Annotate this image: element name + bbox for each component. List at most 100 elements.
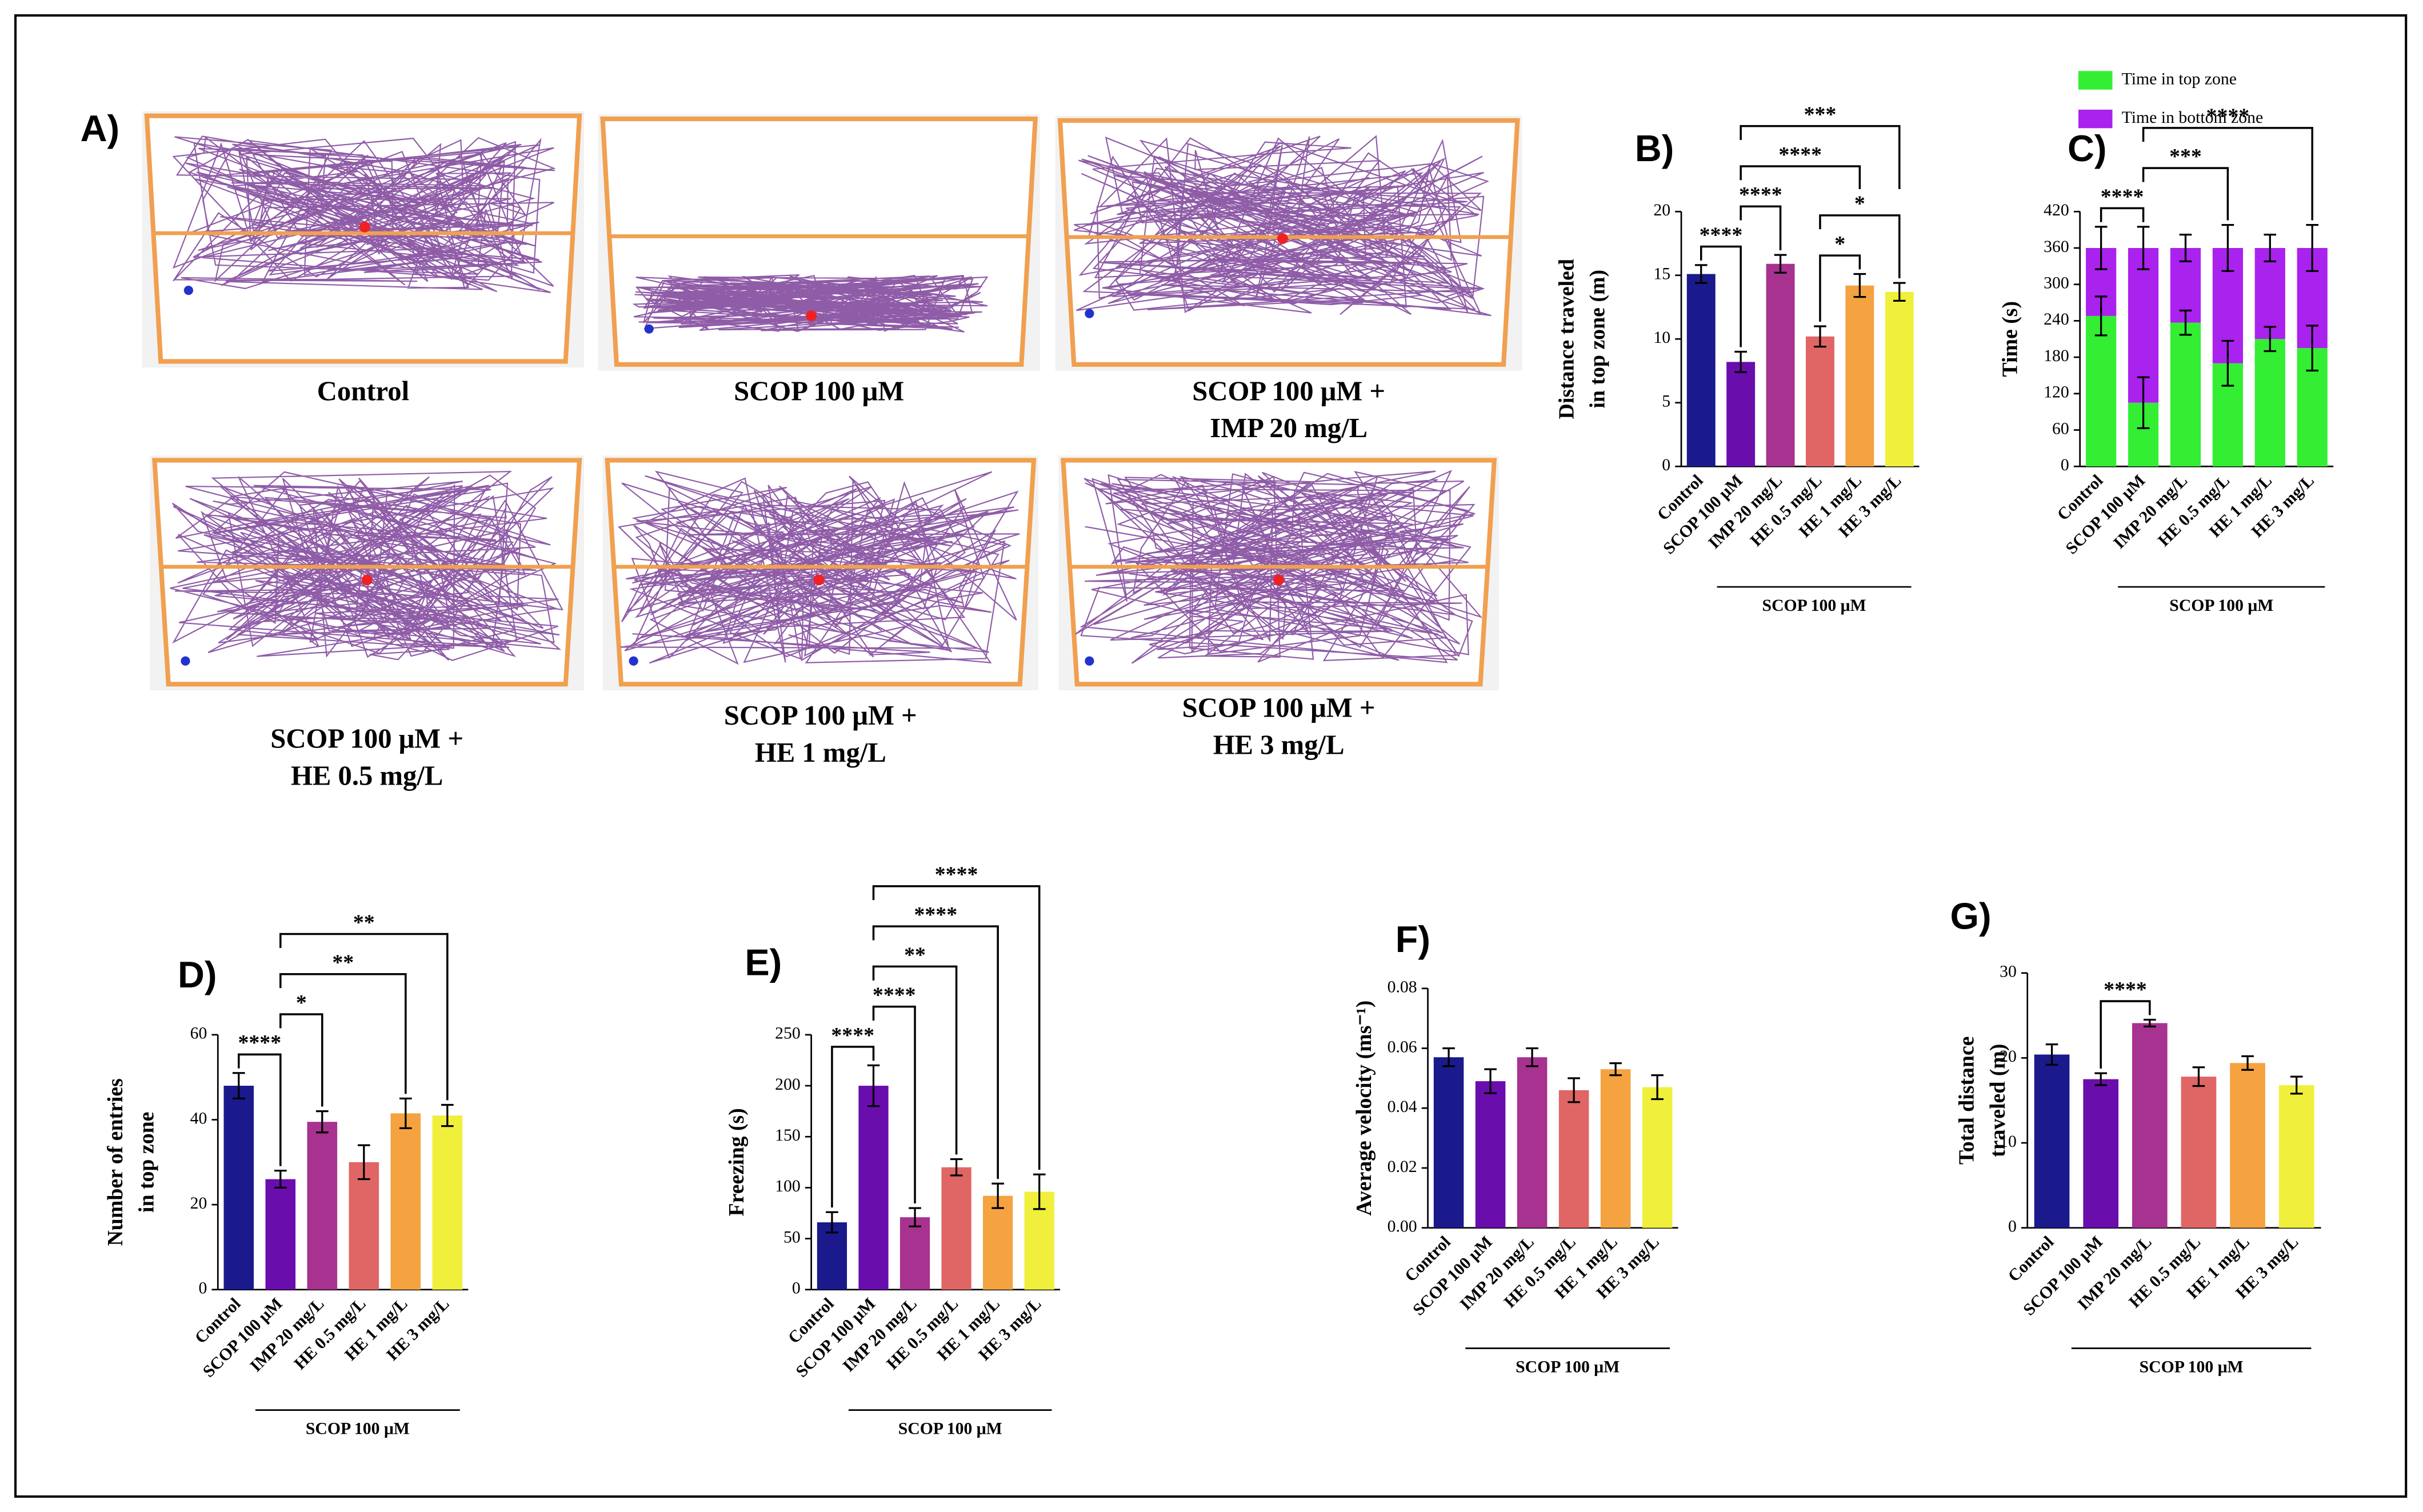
- caption: SCOP 100 μM +: [1192, 375, 1385, 406]
- start-dot: [1085, 656, 1094, 666]
- y-tick-label: 10: [2000, 1133, 2017, 1151]
- bar: [2034, 1054, 2070, 1228]
- start-dot: [629, 656, 638, 666]
- significance-label: ****: [2101, 185, 2144, 209]
- y-tick-label: 0.08: [1388, 978, 1417, 997]
- end-dot: [1273, 574, 1285, 586]
- group-label: SCOP 100 μM: [306, 1420, 410, 1438]
- y-axis-label: Freezing (s): [725, 1108, 749, 1216]
- bar: [1885, 291, 1914, 467]
- group-label: SCOP 100 μM: [1762, 597, 1866, 615]
- significance-label: ****: [238, 1031, 281, 1055]
- end-dot: [1277, 233, 1288, 245]
- bar: [983, 1195, 1013, 1290]
- y-tick-label: 0.02: [1388, 1158, 1417, 1176]
- figure-border: [14, 14, 2408, 1498]
- y-tick-label: 0: [1662, 456, 1670, 474]
- significance-label: ****: [2104, 978, 2147, 1002]
- panel-label: E): [745, 941, 782, 983]
- significance-label: ***: [2169, 145, 2202, 169]
- bar: [2083, 1079, 2119, 1228]
- y-tick-label: 150: [775, 1126, 801, 1145]
- bar: [1766, 263, 1795, 467]
- caption: SCOP 100 μM +: [724, 700, 917, 731]
- significance-label: ****: [873, 983, 916, 1007]
- significance-bracket: [872, 965, 958, 1155]
- bar: [1558, 1090, 1589, 1228]
- y-tick-label: 240: [2044, 310, 2069, 329]
- significance-label: ****: [914, 903, 957, 927]
- trajectory: [1075, 470, 1483, 664]
- y-axis-label: in top zone: [134, 1112, 158, 1213]
- y-tick-label: 120: [2044, 383, 2069, 402]
- significance-bracket: [1740, 125, 1901, 189]
- legend-swatch: [2078, 71, 2113, 90]
- bar: [817, 1222, 847, 1290]
- legend-label: Time in bottom zone: [2122, 109, 2263, 127]
- y-axis-label: in top zone (m): [1585, 270, 1609, 409]
- tank-outline: [1057, 118, 1520, 367]
- bar-segment: [2254, 339, 2285, 467]
- group-label: SCOP 100 μM: [2140, 1358, 2244, 1376]
- bar: [858, 1086, 889, 1290]
- significance-label: **: [353, 910, 375, 934]
- significance-bracket: [279, 973, 407, 1094]
- end-dot: [806, 310, 817, 322]
- significance-bracket: [2100, 1000, 2151, 1069]
- significance-label: **: [904, 943, 926, 967]
- panel-label: B): [1635, 127, 1674, 169]
- trajectory: [170, 470, 563, 661]
- y-tick-label: 10: [1653, 329, 1670, 347]
- y-axis-label: traveled (m): [1986, 1043, 2010, 1157]
- group-label: SCOP 100 μM: [898, 1420, 1002, 1438]
- y-axis-label: Distance traveled: [1554, 259, 1578, 419]
- significance-bracket: [2142, 167, 2229, 221]
- bar: [307, 1122, 338, 1290]
- y-axis-label: Time (s): [1998, 301, 2022, 377]
- trajectory: [1073, 135, 1492, 317]
- panel-label: F): [1396, 918, 1430, 960]
- significance-bracket: [831, 1046, 875, 1208]
- bar: [265, 1179, 296, 1290]
- y-tick-label: 0.00: [1388, 1218, 1417, 1236]
- significance-bracket: [279, 933, 449, 1101]
- y-tick-label: 420: [2044, 201, 2069, 219]
- bar: [1475, 1081, 1506, 1228]
- significance-bracket: [2142, 127, 2313, 221]
- start-dot: [644, 324, 654, 334]
- bar: [1805, 336, 1834, 467]
- group-label: SCOP 100 μM: [1516, 1358, 1620, 1376]
- significance-bracket: [1740, 165, 1861, 189]
- panel-label: D): [178, 954, 217, 995]
- y-axis-label: Total distance: [1955, 1036, 1979, 1165]
- legend-swatch: [2078, 109, 2113, 129]
- bar-segment: [2170, 322, 2201, 467]
- y-tick-label: 30: [2000, 963, 2017, 981]
- caption: HE 1 mg/L: [755, 737, 886, 768]
- bar: [2181, 1077, 2217, 1228]
- significance-label: ****: [831, 1023, 874, 1047]
- bar: [899, 1217, 930, 1290]
- significance-bracket: [279, 1013, 323, 1107]
- trajectory: [617, 470, 1020, 665]
- bar: [2230, 1063, 2265, 1228]
- bar: [1686, 274, 1716, 467]
- bar: [223, 1086, 254, 1290]
- significance-label: ***: [1804, 103, 1837, 127]
- end-dot: [359, 221, 370, 233]
- y-tick-label: 20: [1653, 201, 1670, 219]
- y-tick-label: 250: [775, 1025, 801, 1043]
- y-tick-label: 0: [792, 1279, 801, 1298]
- significance-bracket: [872, 1005, 916, 1203]
- y-tick-label: 20: [190, 1194, 207, 1213]
- bar: [1845, 285, 1874, 467]
- significance-bracket: [2100, 207, 2145, 222]
- y-tick-label: 20: [2000, 1047, 2017, 1066]
- legend-label: Time in top zone: [2122, 70, 2237, 88]
- significance-label: *: [296, 991, 307, 1015]
- significance-label: *: [1834, 232, 1845, 256]
- bar: [432, 1115, 463, 1290]
- panel-label: A): [81, 107, 119, 149]
- bar-segment: [2254, 247, 2285, 339]
- y-tick-label: 40: [190, 1109, 207, 1127]
